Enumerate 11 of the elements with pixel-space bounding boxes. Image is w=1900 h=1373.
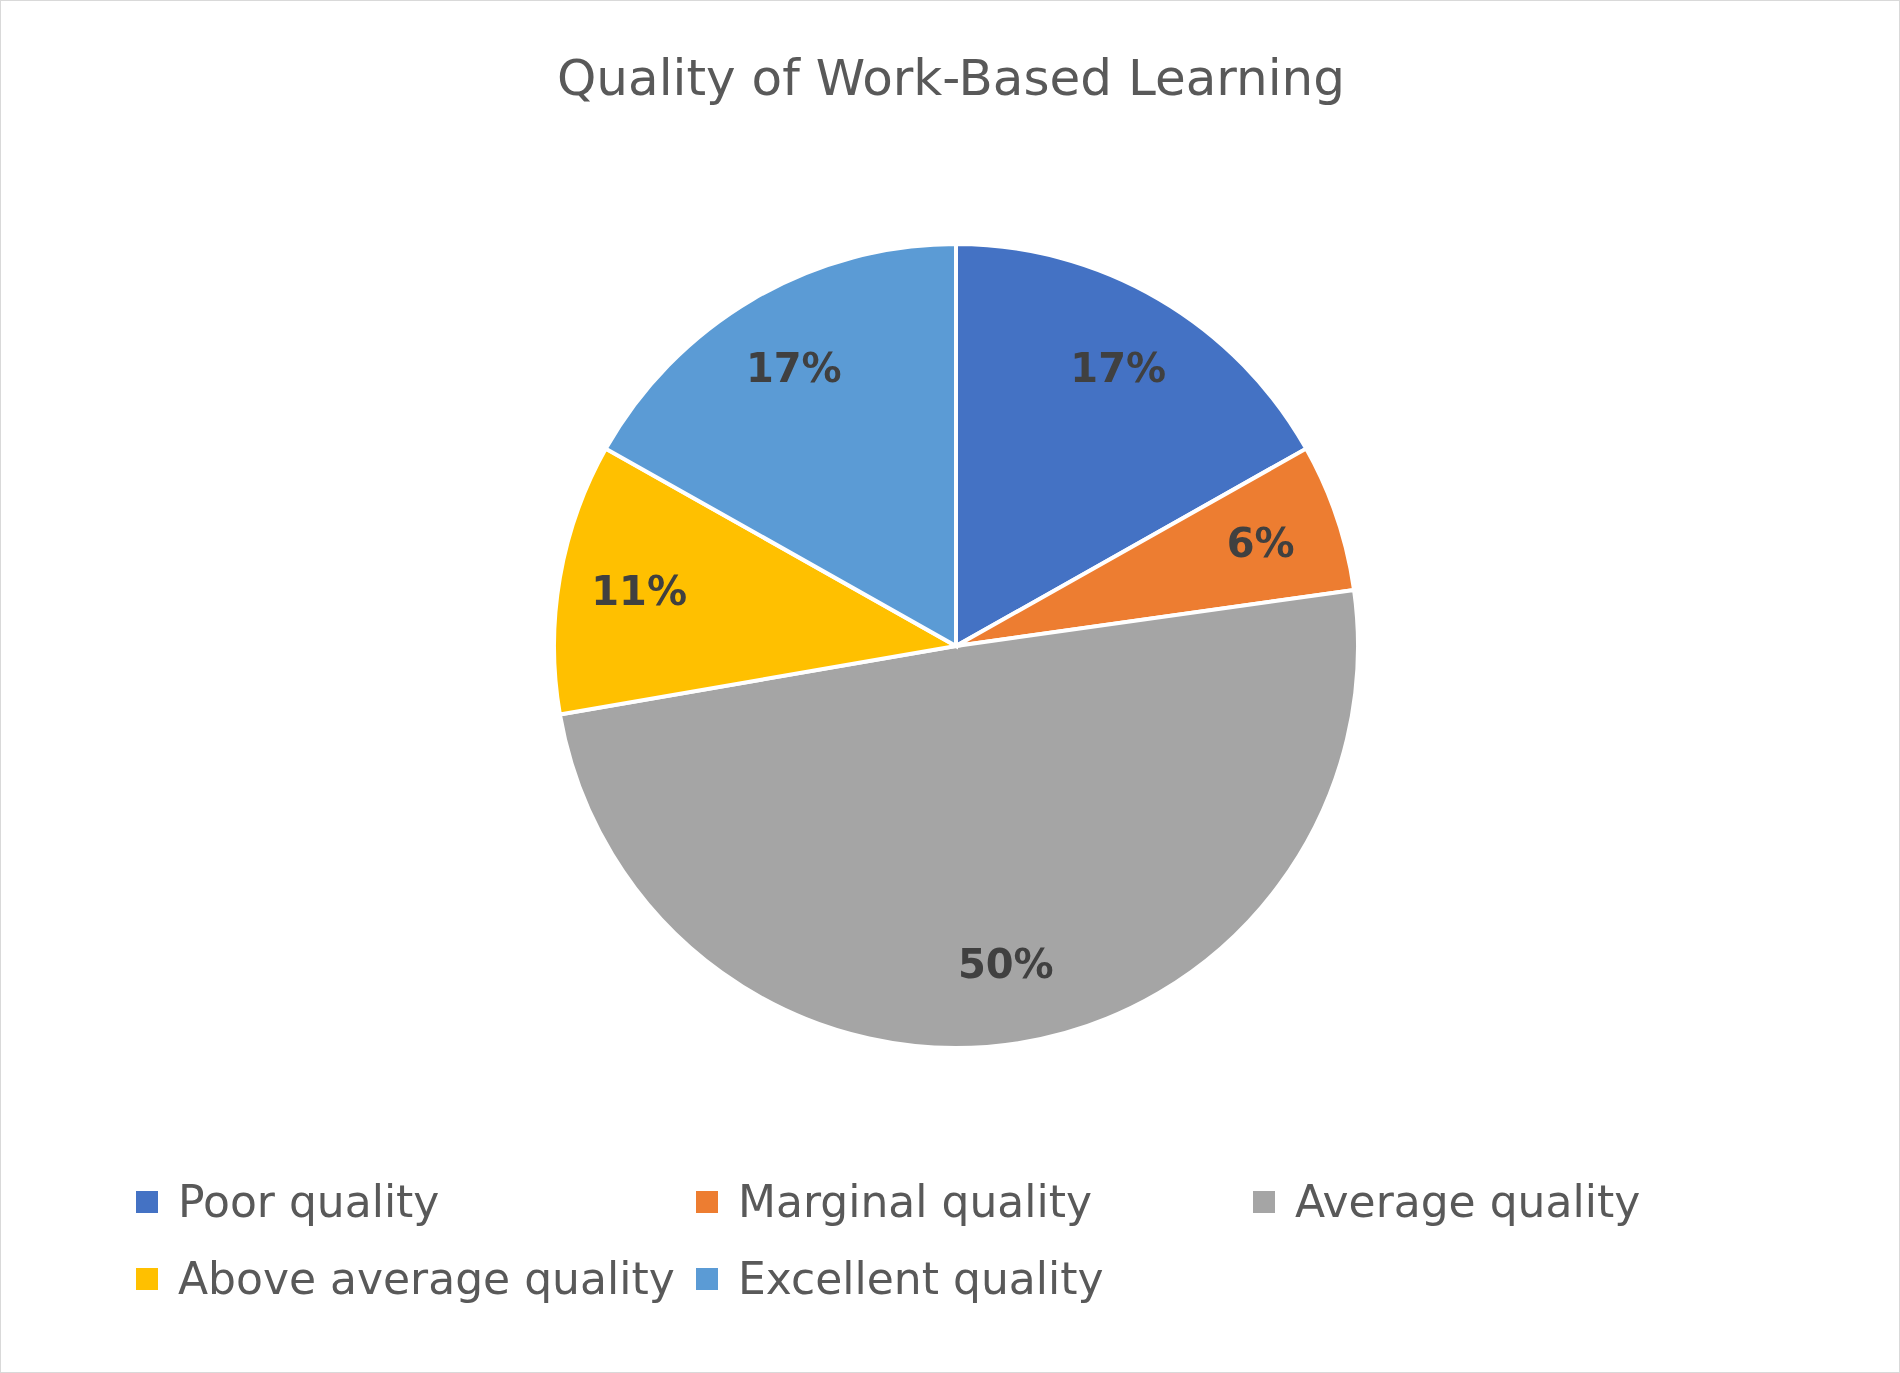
data-label: 17% <box>745 345 842 392</box>
legend-label: Average quality <box>1295 1176 1641 1227</box>
legend-label: Marginal quality <box>738 1176 1092 1227</box>
chart-title: Quality of Work-Based Learning <box>556 49 1346 107</box>
data-label: 17% <box>1070 345 1167 392</box>
legend-label: Excellent quality <box>738 1253 1104 1304</box>
data-label: 11% <box>591 568 687 615</box>
legend-label: Poor quality <box>178 1176 440 1227</box>
data-label: 50% <box>957 940 1054 987</box>
legend-label: Above average quality <box>178 1253 675 1304</box>
data-label: 6% <box>1226 519 1295 566</box>
